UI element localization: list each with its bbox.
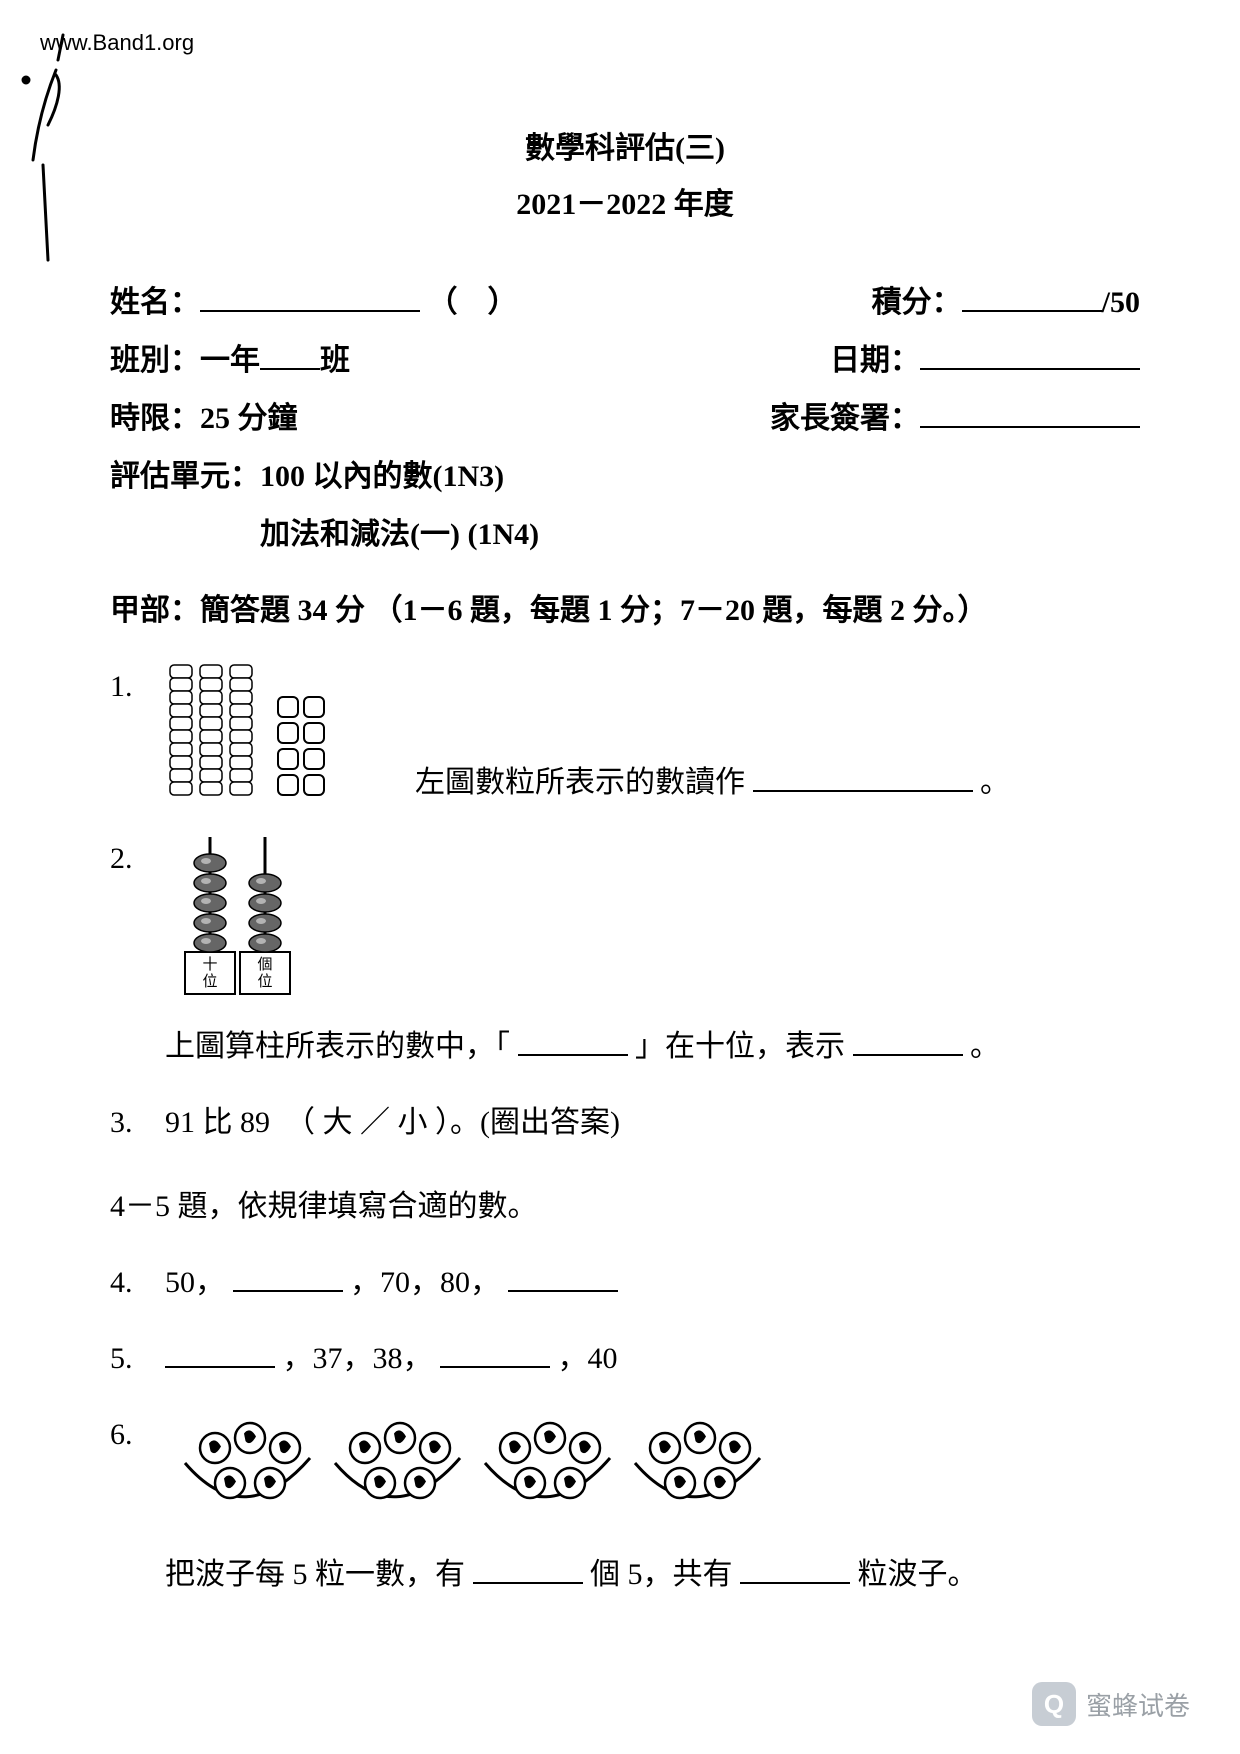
q6-marbles-diagram — [165, 1408, 785, 1528]
title-block: 數學科評估(三) 2021－2022 年度 — [110, 122, 1140, 232]
class-row: 班別：一年 班 — [110, 334, 604, 388]
svg-text:個: 個 — [257, 956, 272, 973]
q4-5-instruction: 4－5 題，依規律填寫合適的數。 — [110, 1180, 1140, 1234]
q2-period: 。 — [970, 1030, 1000, 1063]
q2-num: 2. — [110, 832, 165, 886]
q6-text-c: 粒波子。 — [858, 1558, 978, 1591]
q6-text-a: 把波子每 5 粒一數，有 — [165, 1558, 465, 1591]
section-a-heading: 甲部：簡答題 34 分 （1－6 題，每題 1 分；7－20 題，每題 2 分。… — [110, 584, 1140, 638]
question-4: 4. 50， ，70，80， — [110, 1256, 1140, 1310]
q4-seq-b: ，70，80， — [350, 1266, 500, 1299]
q1-text: 左圖數粒所表示的數讀作 — [415, 766, 745, 799]
q5-num: 5. — [110, 1332, 165, 1386]
q6-blank1[interactable] — [473, 1548, 583, 1584]
score-label: 積分： — [872, 286, 962, 319]
q3-num: 3. — [110, 1096, 165, 1150]
q5-seq-c: ，40 — [558, 1342, 618, 1375]
q4-num: 4. — [110, 1256, 165, 1310]
class-label: 班別：一年 — [110, 344, 260, 377]
sign-row: 家長簽署： — [646, 392, 1140, 446]
q6-blank2[interactable] — [740, 1548, 850, 1584]
q1-blank[interactable] — [753, 756, 973, 792]
title-line2: 2021－2022 年度 — [110, 178, 1140, 232]
name-blank[interactable] — [200, 276, 420, 312]
q1-period: 。 — [980, 766, 1010, 799]
footer-text: 蜜蜂试卷 — [1086, 1686, 1190, 1723]
exam-page: 數學科評估(三) 2021－2022 年度 姓名： （ ） 班別：一年 班 時限：… — [0, 0, 1240, 1684]
date-label: 日期： — [830, 344, 920, 377]
name-label: 姓名： — [110, 286, 200, 319]
svg-text:位: 位 — [202, 973, 217, 990]
q1-num: 1. — [110, 660, 165, 714]
sign-blank[interactable] — [920, 392, 1140, 428]
footer-brand: Q 蜜蜂试卷 — [1032, 1682, 1190, 1726]
q5-blank2[interactable] — [440, 1332, 550, 1368]
question-5: 5. ，37，38， ，40 — [110, 1332, 1140, 1386]
score-total: /50 — [1102, 286, 1140, 319]
q6-text-b: 個 5，共有 — [590, 1558, 733, 1591]
question-6: 6. 把波子每 5 粒一數，有 個 5，共有 粒波子。 — [110, 1408, 1140, 1602]
question-1: 1. 左圖數粒所表示的數讀作 。 — [110, 660, 1140, 810]
date-blank[interactable] — [920, 334, 1140, 370]
title-line1: 數學科評估(三) — [110, 122, 1140, 176]
question-2: 2. 十位個位 上圖算柱所表示的數中，「 」在十位，表示 。 — [110, 832, 1140, 1074]
sign-label: 家長簽署： — [770, 402, 920, 435]
date-row: 日期： — [646, 334, 1140, 388]
q2-text-a: 上圖算柱所表示的數中，「 — [165, 1030, 510, 1063]
q3-text: 91 比 89 （ 大 ／ 小 ）。(圈出答案) — [165, 1096, 1140, 1150]
q6-num: 6. — [110, 1408, 165, 1462]
q5-seq-b: ，37，38， — [283, 1342, 433, 1375]
header-grid: 姓名： （ ） 班別：一年 班 時限：25 分鐘 評估單元：100 以內的數(1N… — [110, 272, 1140, 566]
time-row: 時限：25 分鐘 — [110, 392, 604, 446]
q2-blank1[interactable] — [518, 1020, 628, 1056]
q4-blank1[interactable] — [233, 1256, 343, 1292]
question-3: 3. 91 比 89 （ 大 ／ 小 ）。(圈出答案) — [110, 1096, 1140, 1150]
q2-blank2[interactable] — [853, 1020, 963, 1056]
score-row: 積分： /50 — [646, 276, 1140, 330]
name-paren: （ ） — [428, 286, 518, 319]
q2-text-b: 」在十位，表示 — [635, 1030, 845, 1063]
unit-row2: 加法和減法(一) (1N4) — [110, 508, 604, 562]
class-suffix: 班 — [320, 344, 350, 377]
q1-blocks-diagram — [165, 660, 385, 810]
score-blank[interactable] — [962, 276, 1102, 312]
footer-icon: Q — [1032, 1682, 1076, 1726]
unit-row1: 評估單元：100 以內的數(1N3) — [110, 450, 604, 504]
name-row: 姓名： （ ） — [110, 276, 604, 330]
unit-label: 評估單元： — [110, 460, 260, 493]
q4-blank2[interactable] — [508, 1256, 618, 1292]
q4-seq-a: 50， — [165, 1266, 225, 1299]
unit-line1: 100 以內的數(1N3) — [260, 460, 504, 493]
svg-text:十: 十 — [202, 956, 217, 973]
q2-abacus-diagram: 十位個位 — [165, 832, 325, 1002]
class-blank[interactable] — [260, 334, 320, 370]
q5-blank1[interactable] — [165, 1332, 275, 1368]
svg-text:位: 位 — [257, 973, 272, 990]
hand-scribble — [8, 30, 98, 290]
